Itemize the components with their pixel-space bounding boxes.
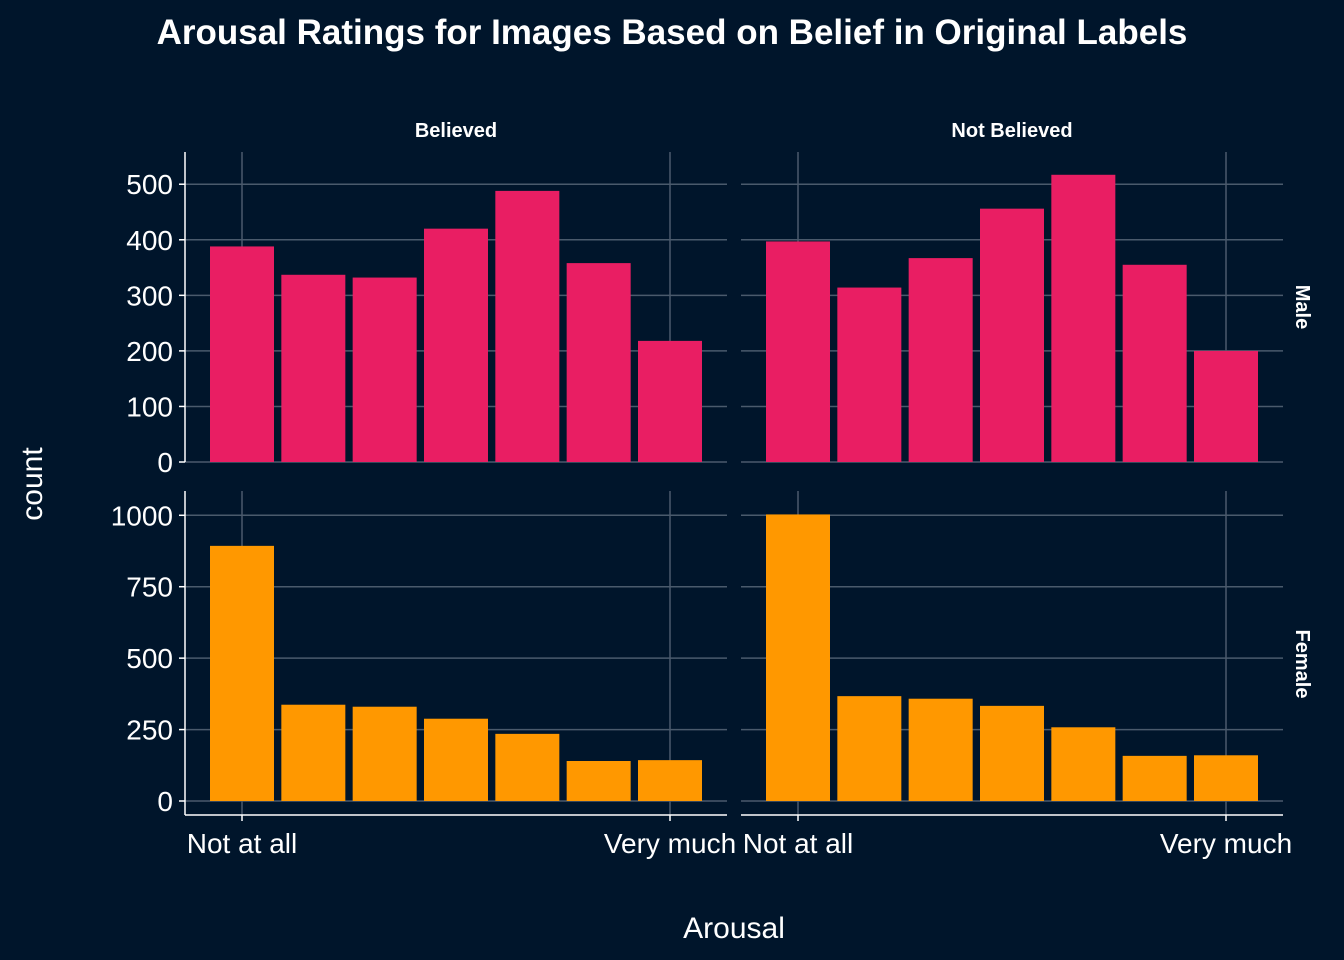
bar xyxy=(980,208,1044,462)
bar xyxy=(495,733,560,801)
bar xyxy=(566,263,631,462)
y-tick-label: 300 xyxy=(126,280,173,311)
bar xyxy=(352,277,417,462)
bar xyxy=(1122,264,1187,462)
bar xyxy=(908,258,973,462)
bar xyxy=(210,246,274,462)
y-tick-label: 100 xyxy=(126,391,173,422)
bar xyxy=(281,704,346,801)
y-tick-label: 400 xyxy=(126,225,173,256)
bar xyxy=(1194,755,1258,801)
bar xyxy=(281,274,346,462)
panel-male-believed: 0 100 200 300 400 500 xyxy=(126,152,727,478)
y-tick-label: 500 xyxy=(126,643,173,674)
y-tick-label: 750 xyxy=(126,572,173,603)
bar xyxy=(638,760,702,801)
y-tick-label: 250 xyxy=(126,715,173,746)
y-axis-label: count xyxy=(16,447,49,521)
bar xyxy=(837,287,902,462)
bar xyxy=(352,706,417,801)
bar xyxy=(1194,350,1258,462)
bar xyxy=(424,718,488,801)
bar xyxy=(566,761,631,801)
bar xyxy=(766,241,830,462)
x-axis-label: Arousal xyxy=(683,912,785,945)
bar xyxy=(1051,727,1116,801)
strip-label-row: Female xyxy=(1291,630,1313,699)
bar xyxy=(210,545,274,801)
bar xyxy=(1122,755,1187,801)
bar xyxy=(908,698,973,801)
y-tick-label: 200 xyxy=(126,336,173,367)
x-tick-label: Not at all xyxy=(743,828,854,859)
bar xyxy=(638,340,702,462)
strip-label-column: Believed xyxy=(415,120,497,142)
y-tick-label: 500 xyxy=(126,169,173,200)
x-tick-label: Very much xyxy=(604,828,736,859)
strip-label-row: Male xyxy=(1291,285,1313,329)
panel-female-not-believed: Not at all Very much xyxy=(741,491,1292,859)
x-tick-label: Very much xyxy=(1160,828,1292,859)
y-tick-label: 1000 xyxy=(111,500,173,531)
bar xyxy=(766,514,830,801)
y-tick-label: 0 xyxy=(157,447,173,478)
x-tick-label: Not at all xyxy=(187,828,298,859)
chart-title: Arousal Ratings for Images Based on Beli… xyxy=(157,13,1188,52)
bar xyxy=(980,705,1044,801)
panel-female-believed: 0 250 500 750 1000 Not at all Very much xyxy=(111,491,736,859)
bar xyxy=(1051,174,1116,462)
bar xyxy=(495,190,560,462)
bar xyxy=(424,228,488,462)
y-tick-label: 0 xyxy=(157,786,173,817)
strip-label-column: Not Believed xyxy=(951,120,1072,142)
panel-male-not-believed xyxy=(741,152,1283,463)
bar xyxy=(837,696,902,801)
